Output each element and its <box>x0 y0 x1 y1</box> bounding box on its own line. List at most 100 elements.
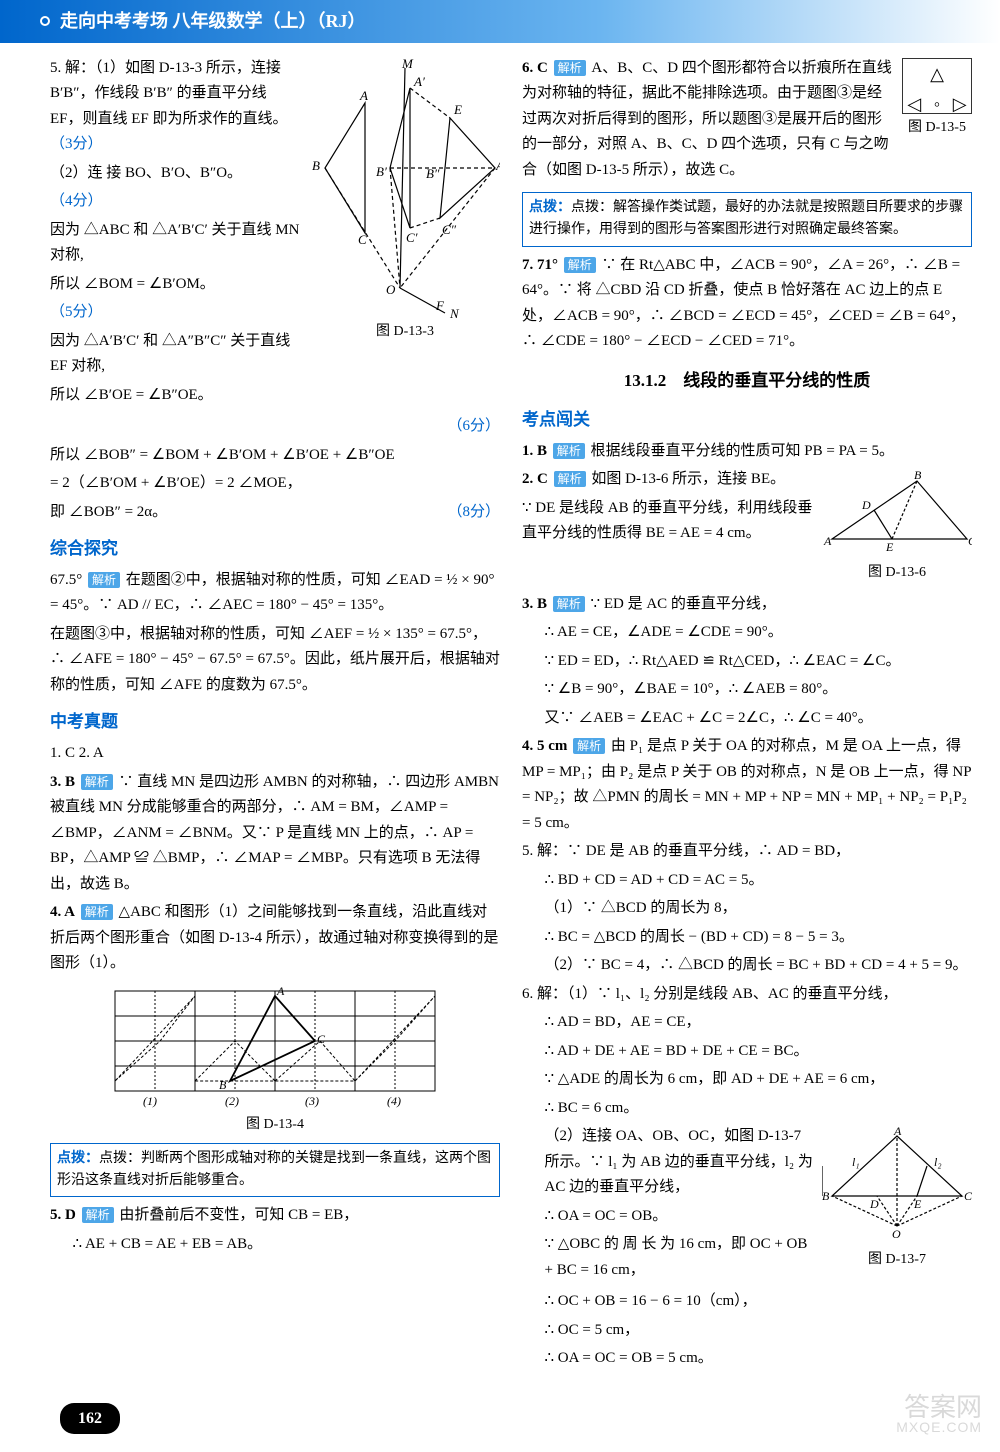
svg-text:N: N <box>449 306 460 318</box>
zh-line2: 在题图③中，根据轴对称的性质，可知 ∠AEF = ½ × 135° = 67.5… <box>50 622 500 699</box>
k6j: ∴ OC = 5 cm， <box>522 1318 972 1344</box>
svg-text:l₁: l₁ <box>852 1155 860 1169</box>
page-body: M A A′ E B A″ B′ B″ C C′ C″ O F N <box>0 43 1000 1395</box>
fig-d-13-5-label: 图 D-13-5 <box>902 116 972 140</box>
svg-text:(3): (3) <box>305 1094 319 1108</box>
svg-text:D: D <box>869 1197 879 1211</box>
k1: 1. B 解析 根据线段垂直平分线的性质可知 PB = PA = 5。 <box>522 439 972 465</box>
analyze-tag: 解析 <box>82 1207 114 1223</box>
fig-d-13-4-label: 图 D-13-4 <box>50 1113 500 1137</box>
section-zonghe: 综合探究 <box>50 535 500 564</box>
page-number: 162 <box>60 1403 120 1434</box>
watermark: 答案网 MXQE.COM <box>896 1394 982 1434</box>
tip-box-6: 点拨：点拨：解答操作类试题，最好的办法就是按照题目所要求的步骤进行操作，用得到的… <box>522 192 972 247</box>
tip-label: 点拨： <box>529 200 571 215</box>
zt-1-2: 1. C 2. A <box>50 741 500 767</box>
q5-block: M A A′ E B A″ B′ B″ C C′ C″ O F N <box>50 56 500 412</box>
svg-text:A: A <box>359 88 368 103</box>
section-zhenti: 中考真题 <box>50 708 500 737</box>
zh-line1: 67.5° 解析 在题图②中，根据轴对称的性质，可知 ∠EAD = ½ × 90… <box>50 568 500 619</box>
figure-d-13-5: △ ◁◦▷ 图 D-13-5 <box>902 58 972 142</box>
figure-d-13-3: M A A′ E B A″ B′ B″ C C′ C″ O F N <box>310 58 500 346</box>
analyze-tag: 解析 <box>554 60 586 76</box>
svg-text:C″: C″ <box>442 222 457 237</box>
svg-text:(4): (4) <box>387 1094 401 1108</box>
svg-text:M: M <box>401 58 414 71</box>
svg-text:E: E <box>913 1197 922 1211</box>
zt-5: 5. D 解析 由折叠前后不变性，可知 CB = EB， <box>50 1203 500 1229</box>
analyze-tag: 解析 <box>553 596 585 612</box>
zt-5c: ∴ AE + CB = AE + EB = AB。 <box>50 1232 500 1258</box>
svg-text:B′: B′ <box>376 164 387 179</box>
fig-d-13-7-label: 图 D-13-7 <box>822 1248 972 1272</box>
tip-label: 点拨： <box>57 1151 99 1166</box>
svg-text:C′: C′ <box>406 230 418 245</box>
k5b: ∴ BD + CD = AD + CD = AC = 5。 <box>522 868 972 894</box>
svg-text:D: D <box>861 498 871 512</box>
analyze-tag: 解析 <box>573 738 605 754</box>
q5-line7: 所以 ∠BOB″ = ∠BOM + ∠B′OM + ∠B′OE + ∠B″OE <box>50 443 500 469</box>
q7: 7. 71° 解析 ∵ 在 Rt△ABC 中，∠ACB = 90°，∠A = 2… <box>522 253 972 355</box>
svg-text:E: E <box>453 102 462 117</box>
k6k: ∴ OA = OC = OB = 5 cm。 <box>522 1346 972 1372</box>
svg-text:B: B <box>822 1189 830 1203</box>
k3d: ∵ ED = ED，∴ Rt△AED ≌ Rt△CED，∴ ∠EAC = ∠C。 <box>522 649 972 675</box>
q5-line8: = 2（∠B′OM + ∠B′OE）= 2 ∠MOE， <box>50 471 500 497</box>
svg-text:B: B <box>914 469 922 482</box>
page-header: 走向中考考场 八年级数学（上）（RJ） <box>0 0 1000 43</box>
header-bullet-icon <box>40 16 50 26</box>
svg-text:C: C <box>968 534 972 548</box>
svg-text:A: A <box>276 984 285 998</box>
svg-text:A″: A″ <box>495 158 500 173</box>
section-kaodian: 考点闯关 <box>522 406 972 435</box>
analyze-tag: 解析 <box>81 904 113 920</box>
svg-text:(2): (2) <box>225 1094 239 1108</box>
q5-line9: 即 ∠BOB″ = 2α。 （8分） <box>50 500 500 526</box>
header-title: 走向中考考场 八年级数学（上）（RJ） <box>60 11 366 31</box>
k4: 4. 5 cm 解析 由 P₁ 是点 P 关于 OA 的对称点，M 是 OA 上… <box>522 734 972 836</box>
k2-block: AB CD E 图 D-13-6 2. C 解析 如图 D-13-6 所示，连接… <box>522 467 972 589</box>
zt-3: 3. B 解析 ∵ 直线 MN 是四边形 AMBN 的对称轴，∴ 四边形 AMB… <box>50 770 500 898</box>
svg-text:O: O <box>386 282 396 297</box>
q5-line6: 所以 ∠B′OE = ∠B″OE。 <box>50 383 500 409</box>
score-3: （3分） <box>50 136 103 152</box>
figure-d-13-6: AB CD E 图 D-13-6 <box>822 469 972 587</box>
k5e: （2）∵ BC = 4，∴ △BCD 的周长 = BC + BD + CD = … <box>522 953 972 979</box>
svg-text:C: C <box>964 1189 972 1203</box>
k3f: 又∵ ∠AEB = ∠EAC + ∠C = 2∠C，∴ ∠C = 40°。 <box>522 706 972 732</box>
watermark-sub: MXQE.COM <box>896 1420 982 1434</box>
right-column: △ ◁◦▷ 图 D-13-5 6. C 解析 A、B、C、D 四个图形都符合以折… <box>522 53 972 1375</box>
score-8: （8分） <box>447 500 500 526</box>
svg-text:C: C <box>358 232 367 247</box>
tip4-text: 点拨：判断两个图形成轴对称的关键是找到一条直线，这两个图形沿这条直线对折后能够重… <box>57 1151 491 1188</box>
fig-d-13-3-label: 图 D-13-3 <box>310 320 500 344</box>
svg-text:B: B <box>312 158 320 173</box>
svg-text:(1): (1) <box>143 1094 157 1108</box>
watermark-main: 答案网 <box>896 1394 982 1420</box>
svg-text:B: B <box>219 1078 227 1092</box>
k5c: （1）∵ △BCD 的周长为 8， <box>522 896 972 922</box>
k6b: ∴ AD = BD，AE = CE， <box>522 1010 972 1036</box>
analyze-tag: 解析 <box>554 471 586 487</box>
svg-text:A: A <box>893 1126 902 1138</box>
analyze-tag: 解析 <box>564 257 596 273</box>
score-6: （6分） <box>50 414 500 440</box>
k3e: ∵ ∠B = 90°，∠BAE = 10°，∴ ∠AEB = 80°。 <box>522 677 972 703</box>
tip-box-4: 点拨：点拨：判断两个图形成轴对称的关键是找到一条直线，这两个图形沿这条直线对折后… <box>50 1143 500 1198</box>
svg-text:l₂: l₂ <box>934 1155 942 1169</box>
section-13-1-2: 13.1.2 线段的垂直平分线的性质 <box>522 367 972 396</box>
q6-block: △ ◁◦▷ 图 D-13-5 6. C 解析 A、B、C、D 四个图形都符合以折… <box>522 56 972 187</box>
svg-text:C: C <box>317 1032 326 1046</box>
k6e: ∴ BC = 6 cm。 <box>522 1096 972 1122</box>
analyze-tag: 解析 <box>88 572 120 588</box>
analyze-tag: 解析 <box>81 774 113 790</box>
k6i: ∴ OC + OB = 16 − 6 = 10（cm）， <box>522 1289 972 1315</box>
k6d: ∵ △ADE 的周长为 6 cm，即 AD + DE + AE = 6 cm， <box>522 1067 972 1093</box>
k5a: 5. 解：∵ DE 是 AB 的垂直平分线，∴ AD = BD， <box>522 839 972 865</box>
svg-text:A′: A′ <box>413 74 425 89</box>
figure-d-13-4: A B C (1) (2) (3) (4) 图 D-13-4 <box>50 981 500 1137</box>
tip6-text: 点拨：解答操作类试题，最好的办法就是按照题目所要求的步骤进行操作，用得到的图形与… <box>529 200 963 237</box>
k6c: ∴ AD + DE + AE = BD + DE + CE = BC。 <box>522 1039 972 1065</box>
left-column: M A A′ E B A″ B′ B″ C C′ C″ O F N <box>50 53 500 1375</box>
svg-text:A: A <box>823 534 832 548</box>
